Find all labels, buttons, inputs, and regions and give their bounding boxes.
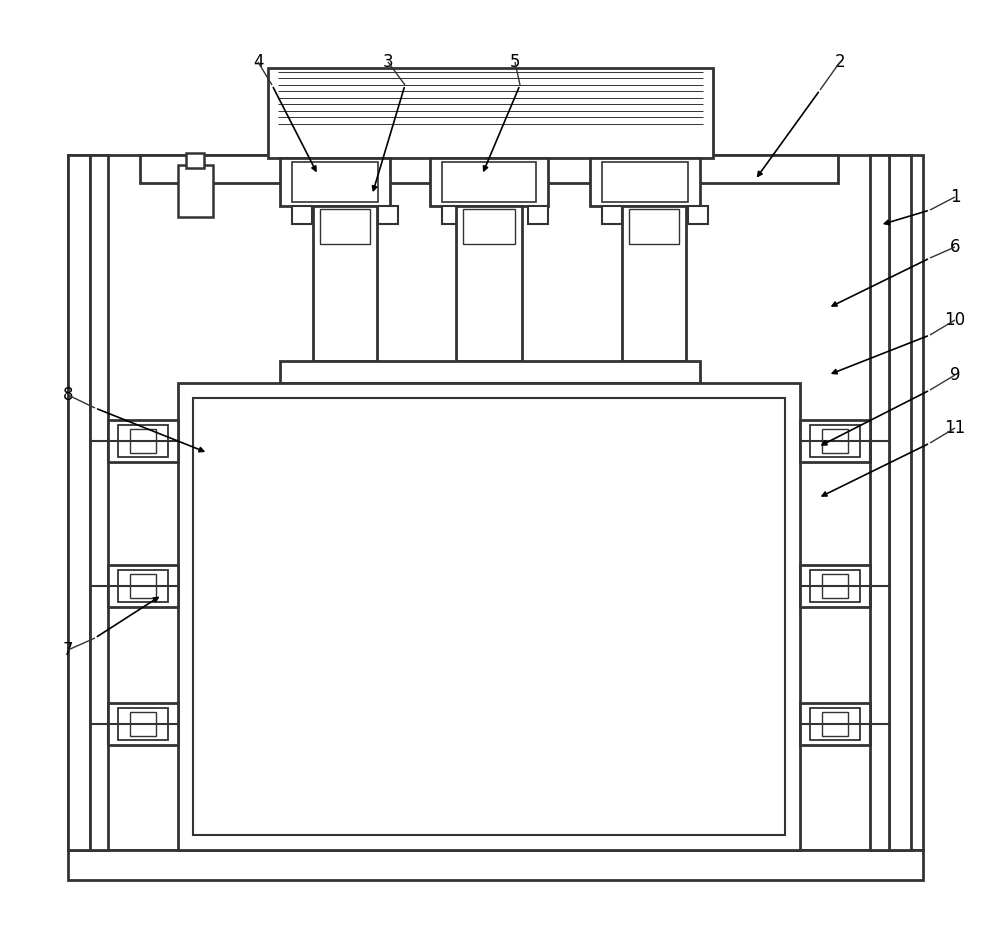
Bar <box>822 429 848 453</box>
Bar <box>442 162 536 202</box>
Bar <box>688 206 708 224</box>
Bar <box>463 209 515 244</box>
Bar <box>186 153 204 168</box>
Text: 1: 1 <box>950 188 960 206</box>
Bar <box>822 574 848 598</box>
Text: 11: 11 <box>944 419 966 437</box>
Text: 7: 7 <box>63 641 73 659</box>
Bar <box>130 429 156 453</box>
Text: 8: 8 <box>63 386 73 404</box>
Bar <box>292 162 378 202</box>
Bar <box>68 850 923 880</box>
Bar <box>456 206 522 361</box>
Bar <box>118 425 168 457</box>
Bar <box>280 361 700 383</box>
Bar <box>313 206 377 361</box>
Bar <box>68 155 90 850</box>
Bar <box>108 703 178 745</box>
Text: 4: 4 <box>253 53 263 71</box>
Bar <box>108 420 178 462</box>
Bar <box>430 158 548 206</box>
Text: 2: 2 <box>835 53 845 71</box>
Text: 9: 9 <box>950 366 960 384</box>
Bar <box>193 398 785 835</box>
Bar <box>292 206 312 224</box>
Bar <box>602 162 688 202</box>
Bar <box>528 206 548 224</box>
Text: 10: 10 <box>944 311 966 329</box>
Bar <box>622 206 686 361</box>
Bar <box>130 712 156 736</box>
Bar <box>442 206 462 224</box>
Bar <box>320 209 370 244</box>
Bar <box>822 712 848 736</box>
Bar <box>130 574 156 598</box>
Bar <box>870 155 889 850</box>
Bar <box>629 209 679 244</box>
Bar <box>800 565 870 607</box>
Bar <box>800 703 870 745</box>
Bar <box>178 165 213 217</box>
Bar <box>108 565 178 607</box>
Bar <box>90 155 108 850</box>
Bar <box>118 570 168 602</box>
Bar <box>889 155 911 850</box>
Bar <box>268 68 713 158</box>
Bar <box>378 206 398 224</box>
Bar <box>280 158 390 206</box>
Bar <box>178 383 800 850</box>
Bar <box>810 570 860 602</box>
Bar <box>68 155 923 850</box>
Bar <box>810 425 860 457</box>
Text: 3: 3 <box>383 53 393 71</box>
Bar <box>140 155 838 183</box>
Bar <box>590 158 700 206</box>
Bar <box>800 420 870 462</box>
Text: 6: 6 <box>950 238 960 256</box>
Bar <box>810 708 860 740</box>
Bar <box>118 708 168 740</box>
Text: 5: 5 <box>510 53 520 71</box>
Bar <box>602 206 622 224</box>
